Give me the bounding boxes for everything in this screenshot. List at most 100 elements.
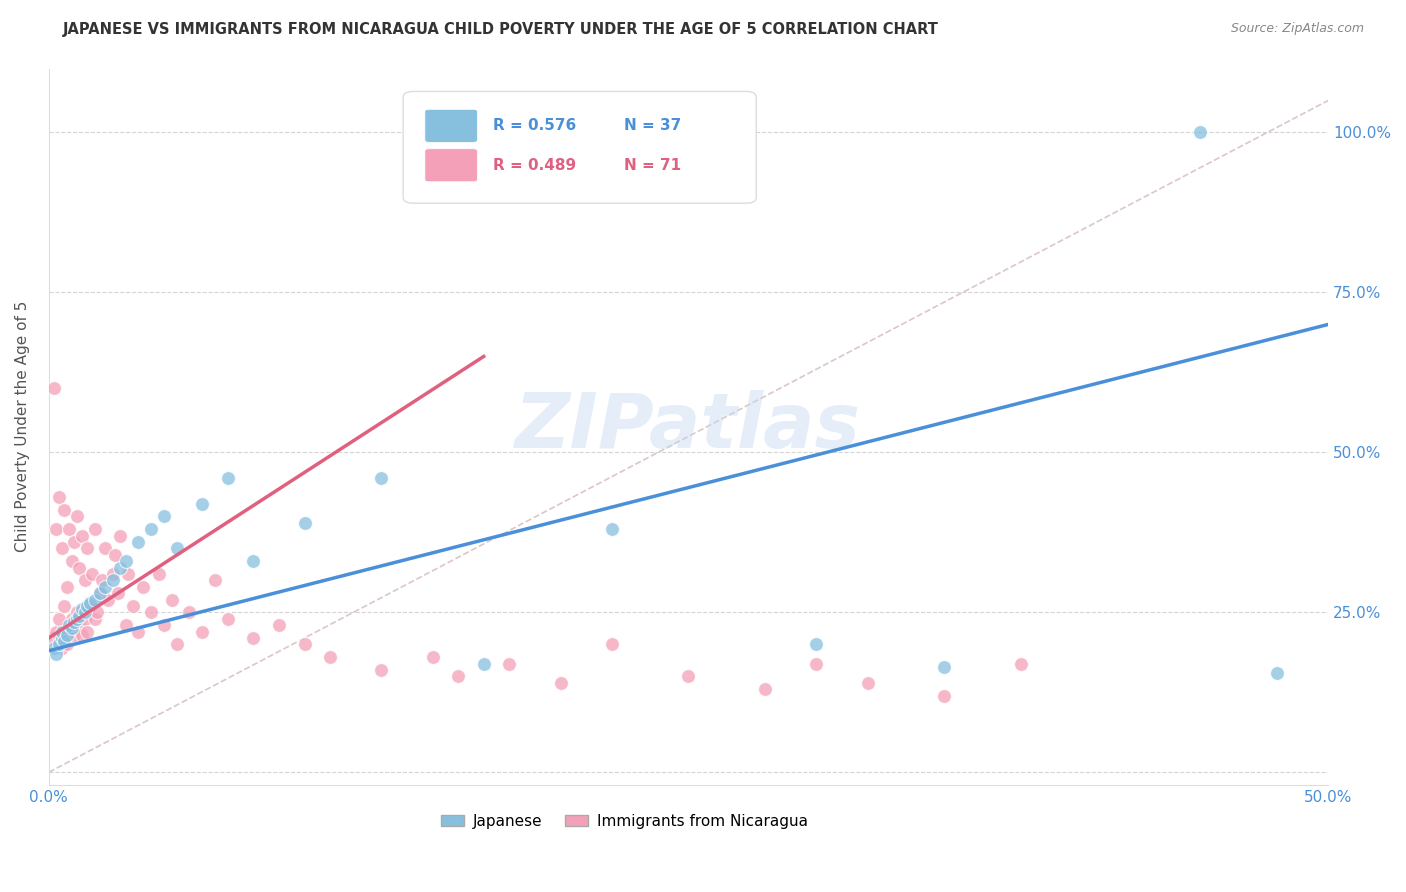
Point <box>267 618 290 632</box>
Point <box>166 541 188 556</box>
FancyBboxPatch shape <box>404 92 756 203</box>
Point <box>754 682 776 697</box>
Point <box>148 566 170 581</box>
Point <box>55 628 77 642</box>
Point <box>97 592 120 607</box>
Point <box>45 624 67 639</box>
Point <box>42 640 65 655</box>
Point <box>94 541 117 556</box>
Point <box>51 631 73 645</box>
Point <box>127 624 149 639</box>
Text: N = 71: N = 71 <box>624 158 682 173</box>
Point <box>55 637 77 651</box>
Point <box>69 560 91 574</box>
Legend: Japanese, Immigrants from Nicaragua: Japanese, Immigrants from Nicaragua <box>434 807 814 835</box>
Point <box>83 522 105 536</box>
Point <box>86 605 108 619</box>
Point <box>217 471 239 485</box>
Point <box>70 602 93 616</box>
Point <box>160 592 183 607</box>
Point <box>70 628 93 642</box>
Text: ZIPatlas: ZIPatlas <box>516 390 862 464</box>
Point <box>101 574 124 588</box>
Point <box>53 634 76 648</box>
Point <box>472 657 495 671</box>
Point <box>83 612 105 626</box>
Point <box>53 503 76 517</box>
Point <box>104 548 127 562</box>
FancyBboxPatch shape <box>425 149 478 182</box>
Point <box>66 509 89 524</box>
Point <box>806 637 828 651</box>
Point <box>179 605 201 619</box>
Point <box>294 516 316 530</box>
Point <box>550 675 572 690</box>
Point <box>856 675 879 690</box>
Point <box>166 637 188 651</box>
Point <box>204 574 226 588</box>
Point <box>76 624 98 639</box>
Point <box>48 612 70 626</box>
Point <box>294 637 316 651</box>
Point <box>69 608 91 623</box>
Point <box>370 663 392 677</box>
Point <box>806 657 828 671</box>
Point <box>191 624 214 639</box>
Point <box>94 580 117 594</box>
Point <box>79 596 101 610</box>
Point <box>114 618 136 632</box>
Point <box>66 612 89 626</box>
Point <box>45 647 67 661</box>
Point <box>242 554 264 568</box>
Point <box>58 624 80 639</box>
Point <box>600 522 623 536</box>
Point <box>69 618 91 632</box>
Point <box>63 535 86 549</box>
Point <box>51 541 73 556</box>
Point <box>82 566 104 581</box>
Text: JAPANESE VS IMMIGRANTS FROM NICARAGUA CHILD POVERTY UNDER THE AGE OF 5 CORRELATI: JAPANESE VS IMMIGRANTS FROM NICARAGUA CH… <box>63 22 939 37</box>
Text: Source: ZipAtlas.com: Source: ZipAtlas.com <box>1230 22 1364 36</box>
Point <box>63 615 86 629</box>
Point <box>127 535 149 549</box>
Point <box>91 574 114 588</box>
Point <box>51 640 73 655</box>
Point <box>153 618 176 632</box>
Point <box>73 612 96 626</box>
Point <box>51 624 73 639</box>
Point <box>934 659 956 673</box>
Point <box>132 580 155 594</box>
Point <box>58 522 80 536</box>
Point <box>110 528 132 542</box>
Point <box>600 637 623 651</box>
Point <box>76 599 98 613</box>
Point <box>89 586 111 600</box>
Point <box>60 554 83 568</box>
Point <box>110 560 132 574</box>
Point <box>48 490 70 504</box>
Point <box>139 522 162 536</box>
Point <box>447 669 470 683</box>
Point <box>117 566 139 581</box>
Point <box>319 650 342 665</box>
Point <box>498 657 520 671</box>
Point <box>1189 126 1212 140</box>
Point <box>83 592 105 607</box>
Point <box>1010 657 1032 671</box>
Point <box>58 618 80 632</box>
Point <box>45 522 67 536</box>
Point <box>42 381 65 395</box>
Point <box>63 628 86 642</box>
Text: R = 0.576: R = 0.576 <box>492 119 576 133</box>
Point <box>101 566 124 581</box>
Point <box>678 669 700 683</box>
Point <box>48 637 70 651</box>
Point <box>53 599 76 613</box>
Point <box>122 599 145 613</box>
Point <box>422 650 444 665</box>
Text: N = 37: N = 37 <box>624 119 682 133</box>
Point <box>66 605 89 619</box>
Point <box>107 586 129 600</box>
FancyBboxPatch shape <box>425 110 478 143</box>
Point <box>39 631 62 645</box>
